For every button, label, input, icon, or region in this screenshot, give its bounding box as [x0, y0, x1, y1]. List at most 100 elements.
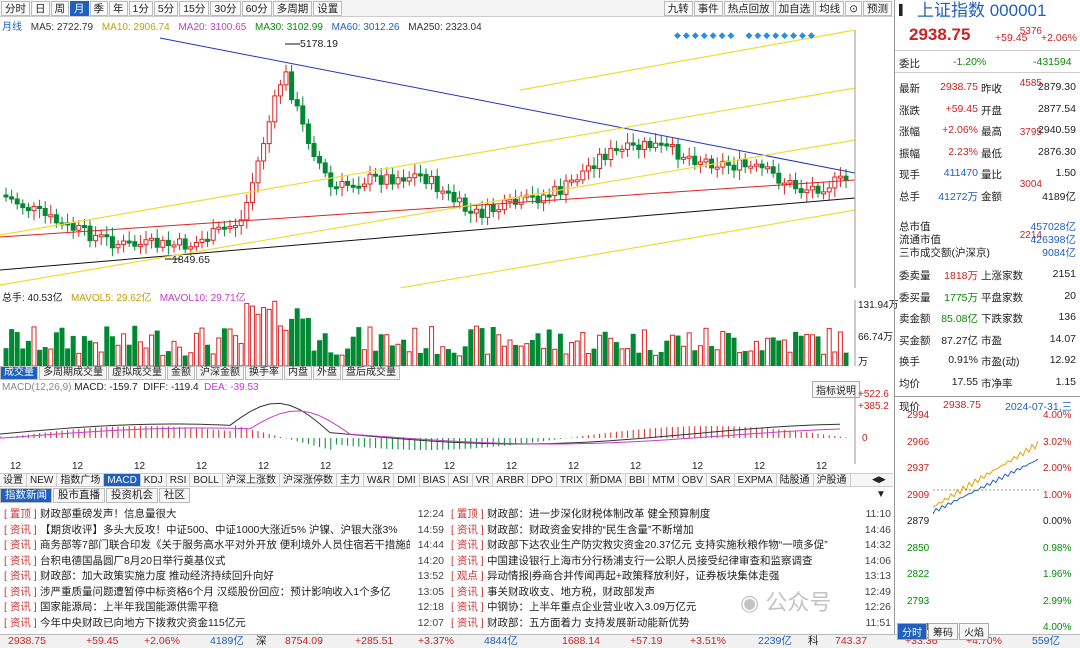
chart-tool-3[interactable]: 加自选 [774, 1, 815, 16]
news-tab-3[interactable]: 社区 [159, 488, 190, 503]
indicator-tab-1[interactable]: NEW [27, 474, 58, 486]
indicator-tab-14[interactable]: VR [473, 474, 494, 486]
tabs-scroll-icon[interactable]: ◀▶ [872, 474, 886, 484]
indicator-tab-18[interactable]: 新DMA [587, 474, 626, 486]
chart-tool-6[interactable]: 预测 [863, 1, 892, 16]
news-item[interactable]: [ 资讯 ] 涉严重质量问题遭暂停中标资格6个月 汉缆股份回应：预计影响收入1个多… [0, 585, 446, 601]
vol-tab-7[interactable]: 外盘 [313, 366, 341, 380]
news-item[interactable]: [ 资讯 ] 台积电德国晶圆厂8月20日举行奠基仪式 14:20 [0, 554, 446, 570]
period-tab-1[interactable]: 日 [31, 0, 50, 16]
news-title[interactable]: 涉严重质量问题遭暂停中标资格6个月 汉缆股份回应：预计影响收入1个多亿 [40, 585, 391, 598]
news-title[interactable]: 商务部等7部门联合印发《关于服务高水平对外开放 便利境外人员住宿若干措施的... [40, 539, 410, 551]
vol-tab-4[interactable]: 沪深金额 [196, 366, 244, 380]
panel-menu-icon[interactable]: ▌ [899, 5, 907, 16]
news-tab-0[interactable]: 指数新闻 [0, 488, 52, 503]
kline-chart[interactable] [0, 30, 893, 288]
indicator-tab-0[interactable]: 设置 [0, 474, 27, 486]
news-title[interactable]: 【期货收评】多头大反攻！中证500、中证1000大涨近5% 沪镍、沪银大涨3% [40, 523, 398, 536]
chart-tool-2[interactable]: 热点回放 [723, 1, 774, 16]
news-item[interactable]: [ 资讯 ] 今年中央财政已向地方下拨救灾资金115亿元 12:07 [0, 616, 446, 632]
mini-tab-1[interactable]: 筹码 [928, 623, 958, 640]
indicator-tab-4[interactable]: KDJ [141, 474, 167, 486]
period-tab-10[interactable]: 60分 [241, 0, 272, 16]
collapse-icon[interactable]: ▼ [876, 489, 886, 500]
period-tab-4[interactable]: 季 [89, 0, 108, 16]
news-title[interactable]: 财政部：进一步深化财税体制改革 健全预算制度 [487, 508, 711, 520]
period-tab-6[interactable]: 1分 [128, 0, 153, 16]
vol-tab-5[interactable]: 换手率 [245, 366, 283, 380]
indicator-tab-2[interactable]: 指数广场 [57, 474, 105, 486]
mini-tab-0[interactable]: 分时 [897, 623, 927, 640]
period-tab-9[interactable]: 30分 [210, 0, 241, 16]
indicator-tab-21[interactable]: OBV [679, 474, 707, 486]
vol-tab-8[interactable]: 盘后成交量 [342, 366, 400, 380]
news-item[interactable]: [ 观点 ] 异动情报|券商合并传闻再起+政策释放利好，证券板块集体走强 13:13 [447, 569, 893, 585]
period-tab-12[interactable]: 设置 [313, 0, 343, 16]
news-item[interactable]: [ 资讯 ] 财政部：财政资金安排的“民生含量”不断增加 14:46 [447, 523, 893, 539]
period-tab-2[interactable]: 周 [50, 0, 69, 16]
news-title[interactable]: 事关财政收支、地方税，财政部发声 [487, 585, 655, 598]
news-item[interactable]: [ 资讯 ] 中钢协：上半年重点企业营业收入3.09万亿元 12:26 [447, 600, 893, 616]
news-item[interactable]: [ 资讯 ] 事关财政收支、地方税，财政部发声 12:49 [447, 585, 893, 601]
news-title[interactable]: 财政部重磅发声！信息量很大 [40, 508, 177, 520]
chart-tool-4[interactable]: 均线 [815, 1, 845, 16]
period-tab-3[interactable]: 月 [70, 0, 89, 16]
news-tab-1[interactable]: 股市直播 [53, 488, 105, 503]
news-title[interactable]: 今年中央财政已向地方下拨救灾资金115亿元 [40, 616, 246, 629]
news-item[interactable]: [ 置顶 ] 财政部重磅发声！信息量很大 12:24 [0, 507, 446, 523]
indicator-tab-17[interactable]: TRIX [557, 474, 587, 486]
indicator-tab-13[interactable]: ASI [449, 474, 473, 486]
indicator-tab-23[interactable]: EXPMA [735, 474, 777, 486]
indicator-help-button[interactable]: 指标说明 [812, 381, 860, 398]
vol-tab-6[interactable]: 内盘 [284, 366, 312, 380]
news-title[interactable]: 国家能源局：上半年我国能源供需平稳 [40, 601, 219, 613]
indicator-tab-8[interactable]: 沪深涨停数 [280, 474, 337, 486]
news-title[interactable]: 财政部：加大政策实施力度 推动经济持续回升向好 [40, 570, 274, 582]
vol-tab-0[interactable]: 成交量 [0, 366, 38, 380]
indicator-tab-3[interactable]: MACD [104, 474, 141, 486]
vol-tab-3[interactable]: 金额 [167, 366, 195, 380]
period-tab-8[interactable]: 15分 [179, 0, 210, 16]
indicator-tab-20[interactable]: MTM [649, 474, 679, 486]
period-tab-7[interactable]: 5分 [153, 0, 179, 16]
period-tab-5[interactable]: 年 [109, 0, 128, 16]
news-title[interactable]: 异动情报|券商合并传闻再起+政策释放利好，证券板块集体走强 [487, 570, 780, 582]
mini-tab-2[interactable]: 火焰 [959, 623, 989, 640]
news-title[interactable]: 财政部：财政资金安排的“民生含量”不断增加 [487, 523, 694, 536]
vol-tab-2[interactable]: 虚拟成交量 [108, 366, 166, 380]
indicator-tab-22[interactable]: SAR [707, 474, 735, 486]
news-item[interactable]: [ 资讯 ] 国家能源局：上半年我国能源供需平稳 12:18 [0, 600, 446, 616]
period-tab-11[interactable]: 多周期 [272, 0, 313, 16]
chart-tool-0[interactable]: 九转 [663, 1, 693, 16]
news-item[interactable]: [ 资讯 ] 财政部：加大政策实施力度 推动经济持续回升向好 13:52 [0, 569, 446, 585]
indicator-tab-9[interactable]: 主力 [337, 474, 364, 486]
indicator-tab-25[interactable]: 沪股通 [814, 474, 851, 486]
chart-tool-5[interactable]: ⊙ [845, 1, 862, 16]
chart-tool-1[interactable]: 事件 [693, 1, 723, 16]
indicator-tab-24[interactable]: 陆股通 [777, 474, 814, 486]
indicator-tab-7[interactable]: 沪深上涨数 [223, 474, 280, 486]
news-item[interactable]: [ 资讯 ] 财政部下达农业生产防灾救灾资金20.37亿元 支持实施秋粮作物“一喷… [447, 538, 893, 554]
news-title[interactable]: 中钢协：上半年重点企业营业收入3.09万亿元 [487, 601, 697, 613]
news-title[interactable]: 财政部：五方面着力 支持发展新动能新优势 [487, 616, 690, 629]
news-title[interactable]: 财政部下达农业生产防灾救灾资金20.37亿元 支持实施秋粮作物“一喷多促” [487, 539, 828, 551]
indicator-tab-6[interactable]: BOLL [190, 474, 223, 486]
indicator-tab-19[interactable]: BBI [626, 474, 650, 486]
indicator-tab-15[interactable]: ARBR [493, 474, 529, 486]
indicator-tab-12[interactable]: BIAS [420, 474, 450, 486]
period-tab-0[interactable]: 分时 [1, 0, 30, 16]
news-item[interactable]: [ 资讯 ] 商务部等7部门联合印发《关于服务高水平对外开放 便利境外人员住宿若干… [0, 538, 446, 554]
indicator-tab-11[interactable]: DMI [394, 474, 420, 486]
news-item[interactable]: [ 资讯 ] 中国建设银行上海市分行杨浦支行一公职人员接受纪律审查和监察调查 14:… [447, 554, 893, 570]
news-title[interactable]: 台积电德国晶圆厂8月20日举行奠基仪式 [40, 554, 226, 567]
vol-tab-1[interactable]: 多周期成交量 [39, 366, 107, 380]
news-title[interactable]: 中国建设银行上海市分行杨浦支行一公职人员接受纪律审查和监察调查 [487, 554, 813, 567]
news-item[interactable]: [ 置顶 ] 财政部：进一步深化财税体制改革 健全预算制度 11:10 [447, 507, 893, 523]
indicator-tab-10[interactable]: W&R [364, 474, 395, 486]
volume-bar [703, 327, 709, 366]
news-tab-2[interactable]: 投资机会 [106, 488, 158, 503]
news-item[interactable]: [ 资讯 ] 【期货收评】多头大反攻！中证500、中证1000大涨近5% 沪镍、沪… [0, 523, 446, 539]
indicator-tab-5[interactable]: RSI [167, 474, 191, 486]
news-item[interactable]: [ 资讯 ] 财政部：五方面着力 支持发展新动能新优势 11:51 [447, 616, 893, 632]
indicator-tab-16[interactable]: DPO [528, 474, 557, 486]
